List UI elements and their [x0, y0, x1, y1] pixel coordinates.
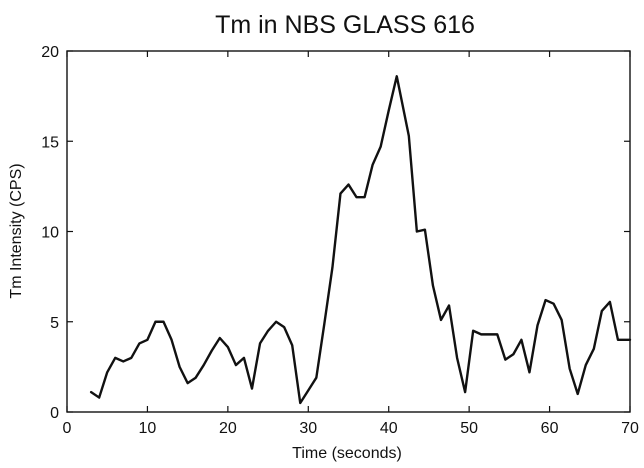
- x-tick-label: 70: [621, 420, 639, 437]
- chart-title: Tm in NBS GLASS 616: [215, 11, 475, 39]
- plot-area: 0 10 20 30 40 50 60 70 0 5 10 15 20: [41, 44, 639, 437]
- x-tick-label: 30: [299, 420, 317, 437]
- y-axis-label: Tm Intensity (CPS): [8, 163, 25, 298]
- y-tick-label: 0: [50, 405, 59, 422]
- x-tick-label: 50: [460, 420, 478, 437]
- y-tick-label: 20: [41, 44, 59, 61]
- y-tick-label: 15: [41, 134, 59, 151]
- x-axis-label: Time (seconds): [292, 445, 402, 462]
- series-line: [89, 75, 632, 405]
- x-tick-label: 40: [380, 420, 398, 437]
- y-tick-label: 10: [41, 225, 59, 242]
- y-axis-ticks: 0 5 10 15 20: [41, 44, 630, 422]
- x-tick-label: 0: [63, 420, 72, 437]
- y-tick-label: 5: [50, 315, 59, 332]
- series-layer: [89, 75, 632, 405]
- x-tick-label: 20: [219, 420, 237, 437]
- x-axis-ticks: 0 10 20 30 40 50 60 70: [63, 51, 639, 437]
- x-tick-label: 10: [139, 420, 157, 437]
- plot-frame: [66, 50, 631, 413]
- x-tick-label: 60: [541, 420, 559, 437]
